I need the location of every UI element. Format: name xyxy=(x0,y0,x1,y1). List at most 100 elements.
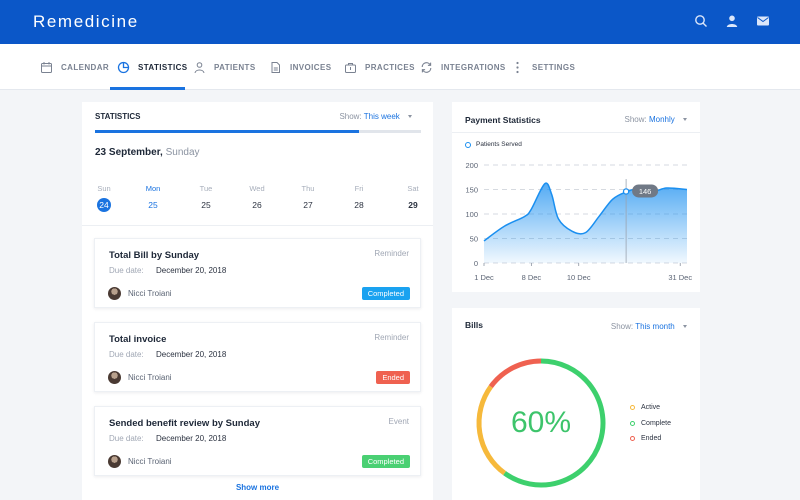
due-date-value: December 20, 2018 xyxy=(156,266,227,275)
tab-practices-label: PRACTICES xyxy=(365,62,415,72)
avatar xyxy=(108,287,121,300)
person-icon xyxy=(194,61,205,73)
bills-legend: Active Complete Ended xyxy=(630,400,671,447)
payment-statistics-card: Payment Statistics Show: Monhly Patients… xyxy=(452,102,700,292)
tab-settings-label: SETTINGS xyxy=(532,62,576,72)
tab-statistics-label: STATISTICS xyxy=(138,62,188,72)
tab-integrations[interactable]: INTEGRATIONS xyxy=(420,44,506,90)
bills-period-value: This month xyxy=(635,322,675,331)
task-card[interactable]: Total invoice Reminder Due date: Decembe… xyxy=(94,322,421,392)
y-tick-label: 150 xyxy=(465,186,478,195)
avatar xyxy=(108,455,121,468)
tab-invoices-label: INVOICES xyxy=(290,62,332,72)
avatar xyxy=(108,371,121,384)
week-filter-value: This week xyxy=(363,112,400,121)
donut-slice-active xyxy=(476,385,507,476)
status-badge: Ended xyxy=(376,371,410,384)
tab-invoices[interactable]: INVOICES xyxy=(269,44,331,90)
week-filter-dropdown[interactable]: Show: This week xyxy=(339,112,412,121)
payment-area-chart: 0 50 100 150 200 1 Dec 8 Dec 10 Dec 31 Dec 146 xyxy=(465,161,692,282)
legend-item-ended: Ended xyxy=(630,431,671,447)
bills-period-dropdown[interactable]: Show: This month xyxy=(611,322,687,331)
due-date-value: December 20, 2018 xyxy=(156,350,227,359)
assignee-name: Nicci Troiani xyxy=(128,373,172,382)
chevron-down-icon xyxy=(683,118,687,122)
tab-settings[interactable]: SETTINGS xyxy=(511,44,575,90)
briefcase-icon xyxy=(345,62,356,73)
tooltip-value: 146 xyxy=(639,187,652,196)
day-sat[interactable]: Sat 29 xyxy=(407,184,419,210)
bills-title: Bills xyxy=(465,320,483,330)
donut-slice-complete xyxy=(503,358,606,488)
tab-patients[interactable]: PATIENTS xyxy=(193,44,256,90)
document-icon xyxy=(271,61,280,73)
y-tick-label: 50 xyxy=(470,235,478,244)
status-badge: Completed xyxy=(361,455,410,468)
donut-center-label: 60% xyxy=(511,406,571,439)
divider xyxy=(452,132,700,133)
legend-marker-icon xyxy=(630,420,635,426)
day-tue[interactable]: Tue 25 xyxy=(199,184,213,210)
divider xyxy=(82,225,433,226)
task-type: Reminder xyxy=(374,249,409,258)
y-tick-label: 200 xyxy=(465,161,478,170)
tab-patients-label: PATIENTS xyxy=(214,62,256,72)
legend-item-active: Active xyxy=(630,400,671,416)
status-badge: Completed xyxy=(361,287,410,300)
day-mon[interactable]: Mon 25 xyxy=(145,184,161,210)
due-date-label: Due date: xyxy=(109,350,144,359)
bills-donut-chart: 60% xyxy=(476,358,606,488)
task-title: Total Bill by Sunday xyxy=(109,250,200,261)
task-card[interactable]: Total Bill by Sunday Reminder Due date: … xyxy=(94,238,421,308)
day-wed[interactable]: Wed 26 xyxy=(249,184,265,210)
top-bar: Remedicine xyxy=(0,0,800,44)
y-tick-label: 100 xyxy=(465,210,478,219)
chevron-down-icon xyxy=(408,115,412,119)
user-icon[interactable] xyxy=(725,14,739,28)
week-strip: Sun 24 Mon 25 Tue 25 Wed 26 Thu 27 Fri 28 Sat 2… xyxy=(82,184,433,224)
assignee-name: Nicci Troiani xyxy=(128,289,172,298)
calendar-icon xyxy=(41,61,52,73)
main-nav: CALENDAR STATISTICS PATIENTS INVOICES PR… xyxy=(0,44,800,90)
chevron-down-icon xyxy=(683,325,687,329)
hover-point xyxy=(622,188,630,195)
sync-icon xyxy=(421,61,432,73)
day-thu[interactable]: Thu 27 xyxy=(301,184,315,210)
x-tick-label: 10 Dec xyxy=(567,273,591,282)
tooltip xyxy=(632,184,659,198)
selected-date: 23 September, Sunday xyxy=(95,147,200,158)
y-tick-label: 0 xyxy=(474,259,478,268)
payment-period-value: Monhly xyxy=(648,115,675,124)
statistics-title: STATISTICS xyxy=(95,112,141,121)
app-logo[interactable]: Remedicine xyxy=(33,12,139,31)
due-date-label: Due date: xyxy=(109,266,144,275)
active-tab-indicator xyxy=(110,87,185,90)
selected-day-text: Sunday xyxy=(165,147,200,158)
tab-calendar-label: CALENDAR xyxy=(61,62,110,72)
payment-period-dropdown[interactable]: Show: Monhly xyxy=(625,115,687,124)
x-tick-label: 1 Dec xyxy=(474,273,494,282)
task-card[interactable]: Sended benefit review by Sunday Event Du… xyxy=(94,406,421,476)
assignee-name: Nicci Troiani xyxy=(128,457,172,466)
x-tick-label: 31 Dec xyxy=(668,273,692,282)
tab-statistics[interactable]: STATISTICS xyxy=(117,44,187,90)
selected-date-text: 23 September, xyxy=(95,147,163,158)
day-sun[interactable]: Sun 24 xyxy=(97,184,111,212)
legend-item-complete: Complete xyxy=(630,416,671,432)
mail-icon[interactable] xyxy=(756,14,770,28)
legend-marker-icon xyxy=(630,405,635,411)
chart-legend: Patients Served xyxy=(465,141,522,148)
statistics-card: STATISTICS Show: This week 23 September,… xyxy=(82,102,433,500)
task-type: Reminder xyxy=(374,333,409,342)
tab-practices[interactable]: PRACTICES xyxy=(344,44,415,90)
tab-calendar[interactable]: CALENDAR xyxy=(40,44,109,90)
due-date-label: Due date: xyxy=(109,434,144,443)
donut-slice-ended xyxy=(488,358,542,389)
week-progress-bar xyxy=(95,130,421,133)
day-fri[interactable]: Fri 28 xyxy=(354,184,364,210)
tab-integrations-label: INTEGRATIONS xyxy=(441,62,506,72)
search-icon[interactable] xyxy=(694,14,708,28)
legend-label: Patients Served xyxy=(476,141,522,148)
show-more-link[interactable]: Show more xyxy=(235,483,280,492)
pie-chart-icon xyxy=(117,61,130,73)
